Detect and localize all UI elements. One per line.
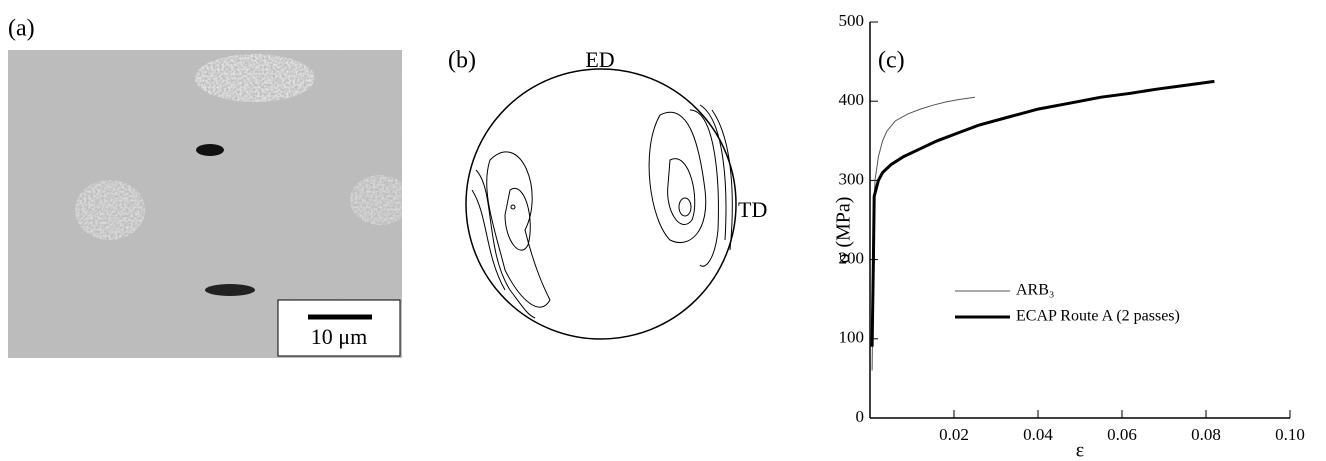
pole-figure	[466, 69, 736, 339]
panel-label: (b)	[448, 48, 476, 74]
panel-label: (a)	[8, 16, 35, 42]
y-tick-label: 500	[839, 11, 865, 30]
x-tick-label: 0.06	[1107, 425, 1137, 444]
legend-label: ECAP Route A (2 passes)	[1016, 308, 1180, 325]
contours	[472, 105, 732, 318]
scale-label: 10 μm	[311, 324, 367, 349]
y-tick-label: 400	[839, 90, 865, 109]
x-tick-label: 0.02	[939, 425, 969, 444]
figure: (a) 10 μm (b) ED TD (c) ε σ (MPa) 010020…	[0, 0, 1326, 461]
pole-label: TD	[738, 197, 767, 222]
series-line	[872, 97, 975, 370]
x-tick-label: 0.04	[1023, 425, 1053, 444]
y-tick-label: 100	[839, 328, 865, 347]
y-tick-label: 300	[839, 169, 865, 188]
panel-label: (c)	[878, 48, 905, 74]
y-tick-label: 200	[839, 249, 865, 268]
x-tick-label: 0.10	[1275, 425, 1305, 444]
legend-label: ARB₃	[1016, 282, 1054, 299]
x-tick-label: 0.08	[1191, 425, 1221, 444]
y-tick-label: 0	[856, 407, 865, 426]
x-axis-label: ε	[1076, 440, 1084, 461]
